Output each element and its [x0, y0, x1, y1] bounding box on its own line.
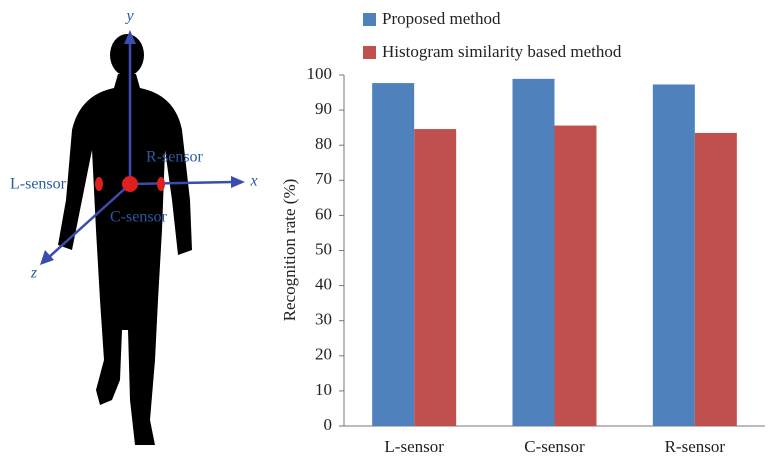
y-axis-title: Recognition rate (%): [280, 179, 299, 322]
bar: [513, 79, 555, 426]
r-sensor-dot: [157, 177, 165, 191]
bar: [695, 133, 737, 426]
y-tick-label: 0: [324, 415, 333, 434]
y-tick-label: 30: [315, 310, 332, 329]
bar: [372, 83, 414, 426]
legend-swatch: [363, 46, 376, 59]
y-tick-label: 10: [315, 380, 332, 399]
y-tick-label: 90: [315, 99, 332, 118]
sensor-label: R-sensor: [146, 149, 204, 166]
silhouette-body: [58, 74, 192, 445]
body-illustration: y x z L-sensor R-sensor C-sensor: [10, 8, 258, 445]
bar: [653, 84, 695, 426]
x-tick-label: C-sensor: [524, 437, 585, 456]
axis-label: x: [249, 173, 257, 190]
chart: Recognition rate (%) 0 10 20 30 40 50 60 70 80 90…: [280, 9, 765, 456]
axis-label: z: [30, 265, 38, 282]
arrow-head: [40, 250, 54, 265]
y-tick-label: 50: [315, 239, 332, 258]
c-sensor-dot: [122, 176, 138, 192]
x-tick-label: L-sensor: [384, 437, 444, 456]
y-tick-label: 60: [315, 204, 332, 223]
axis-label: y: [124, 8, 134, 25]
x-tick-label: R-sensor: [665, 437, 726, 456]
arrow-head: [231, 176, 245, 188]
sensor-label: L-sensor: [10, 176, 67, 193]
y-tick-label: 100: [307, 64, 333, 83]
y-tick-label: 40: [315, 275, 332, 294]
y-tick-label: 20: [315, 345, 332, 364]
page: y x z L-sensor R-sensor C-sensor Recogni…: [0, 0, 773, 459]
figure: y x z L-sensor R-sensor C-sensor Recogni…: [0, 0, 773, 459]
legend-label: Histogram similarity based method: [382, 42, 622, 61]
legend-label: Proposed method: [382, 9, 501, 28]
bar: [555, 126, 597, 426]
y-tick-label: 70: [315, 169, 332, 188]
l-sensor-dot: [95, 177, 103, 191]
y-tick-label: 80: [315, 134, 332, 153]
sensor-label: C-sensor: [110, 209, 168, 226]
legend-swatch: [363, 13, 376, 26]
bar: [414, 129, 456, 426]
